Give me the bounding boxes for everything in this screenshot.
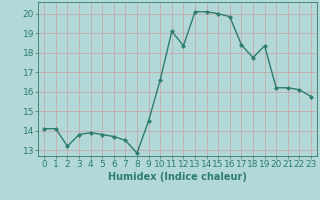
X-axis label: Humidex (Indice chaleur): Humidex (Indice chaleur) <box>108 172 247 182</box>
